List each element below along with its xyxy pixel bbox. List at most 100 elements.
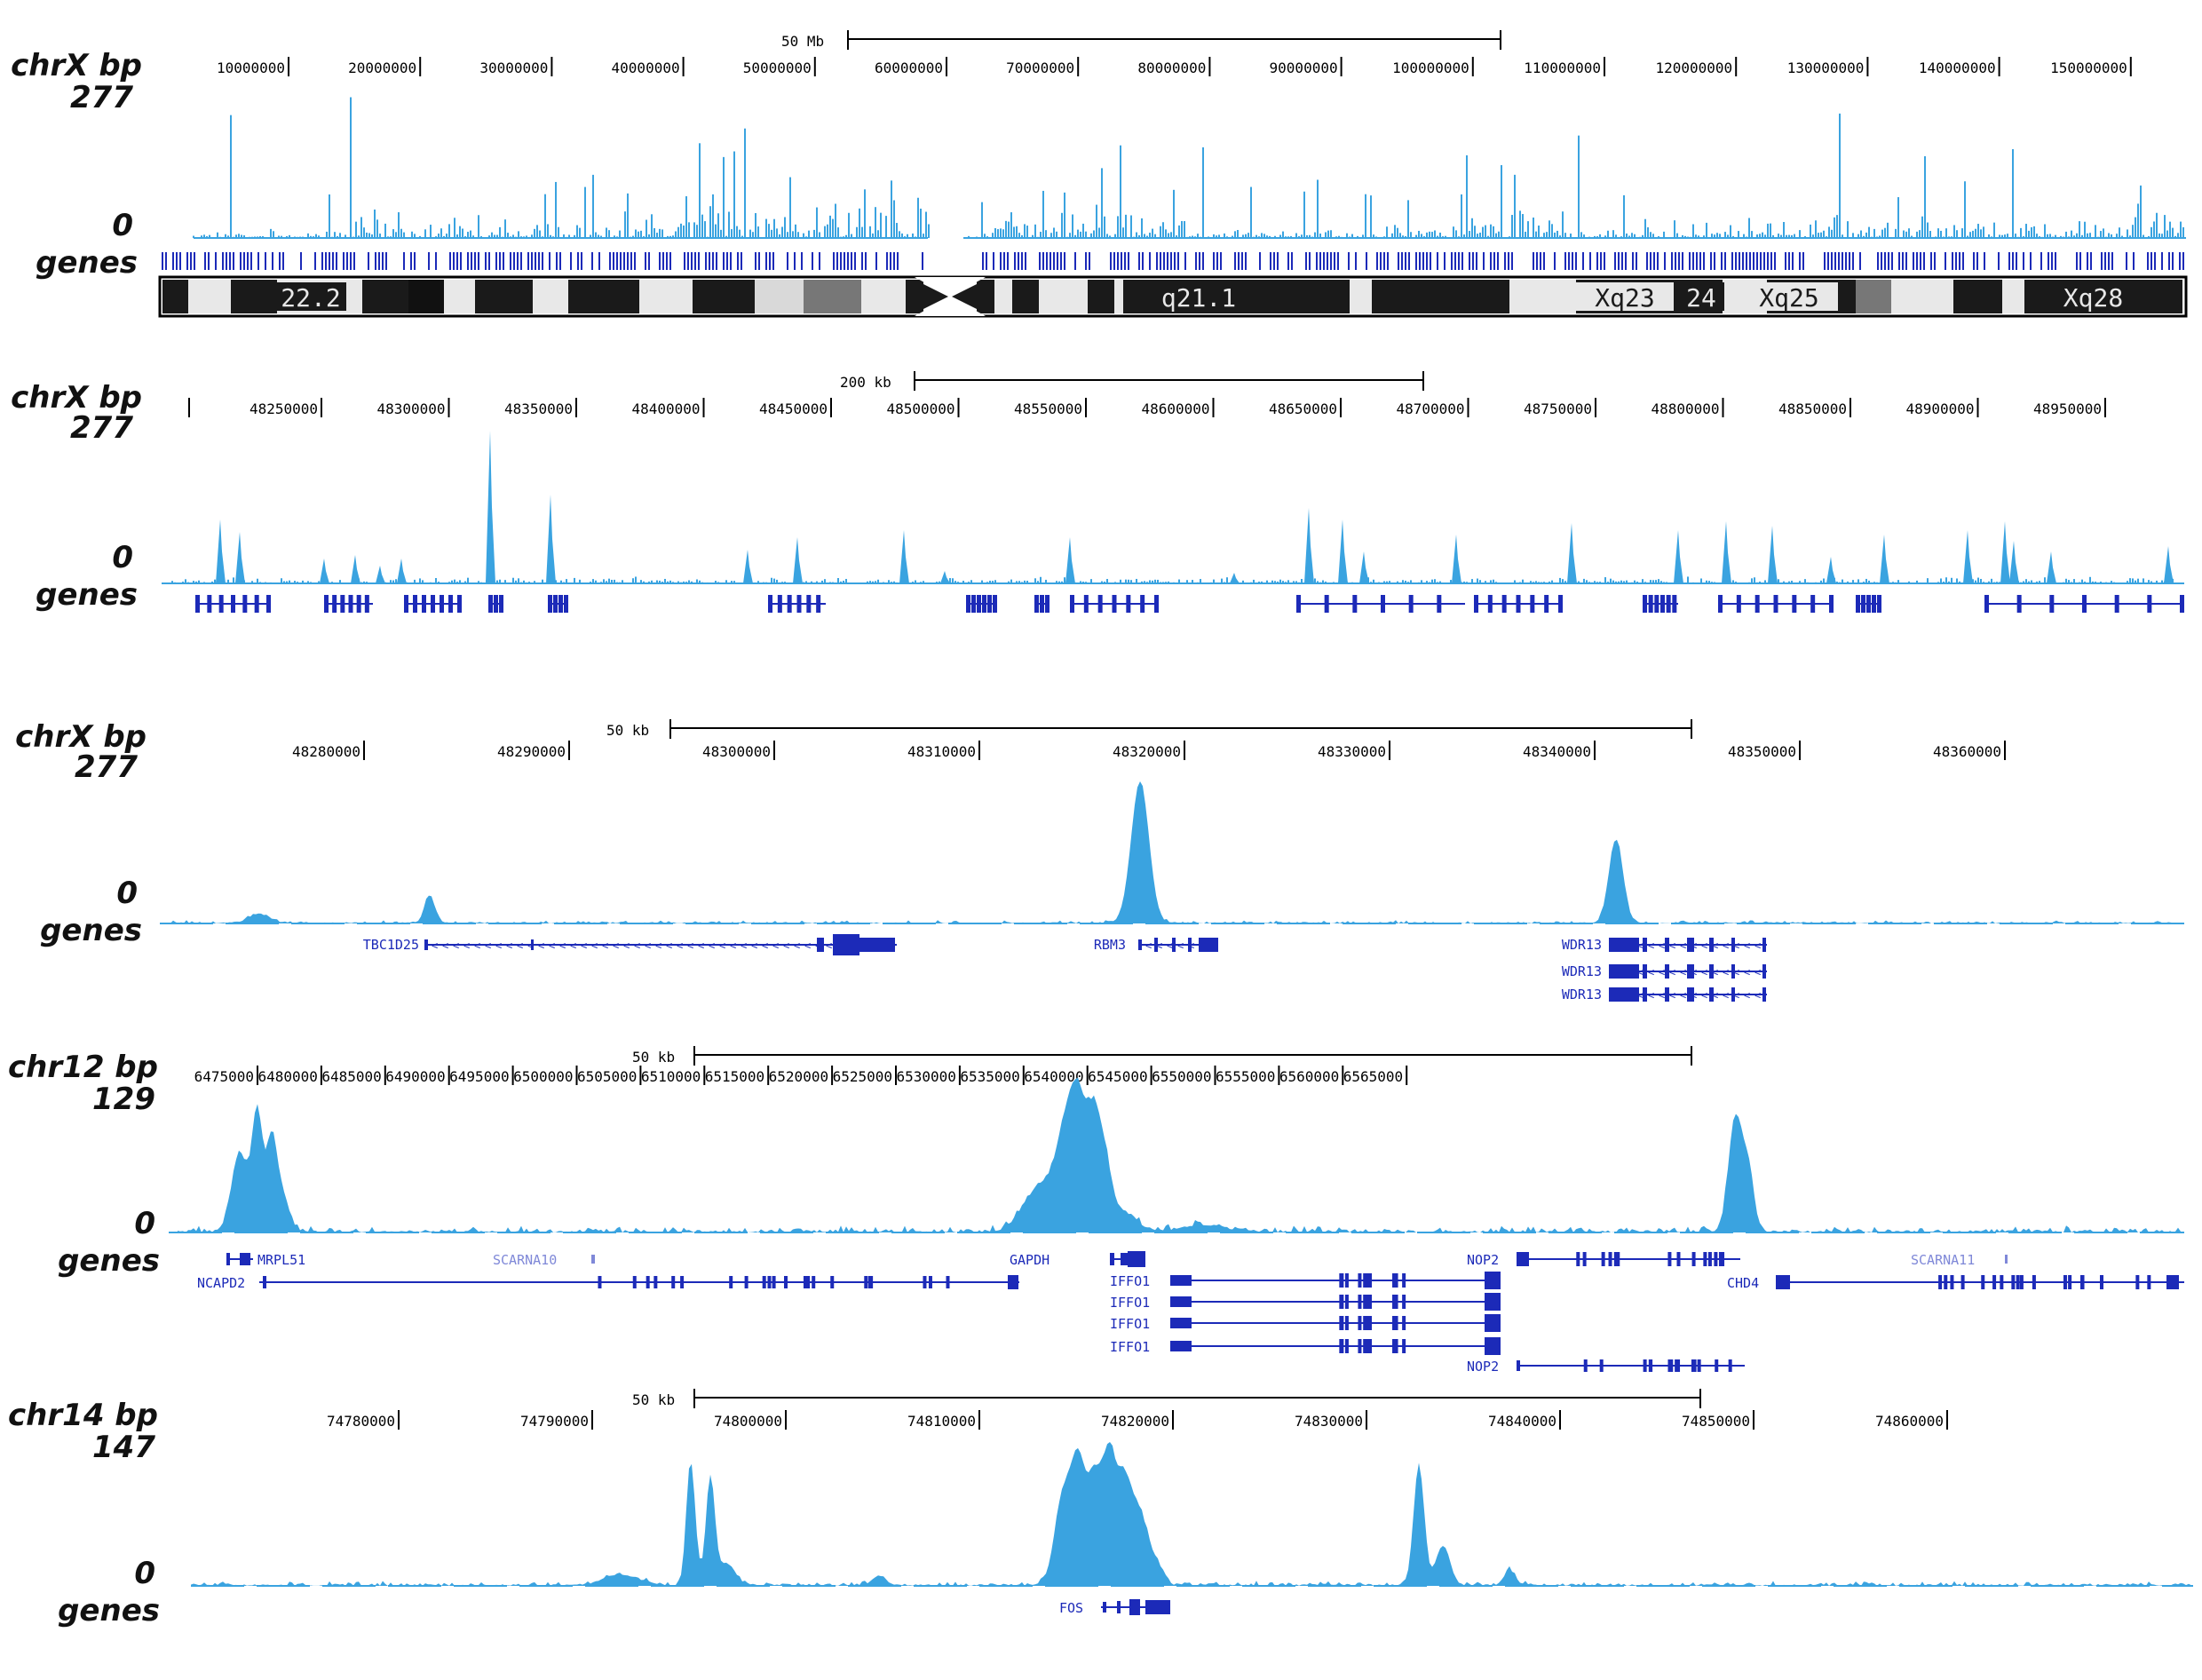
strand-arrow: < (1637, 966, 1644, 979)
gene-mark (1046, 252, 1048, 270)
tick-label: 48500000 (886, 400, 954, 417)
gene-label: IFFO1 (1110, 1316, 1150, 1332)
gene-mark (1128, 252, 1129, 270)
gene-mark (332, 252, 334, 270)
gene-exon (1687, 964, 1694, 979)
gene-mark (460, 252, 462, 270)
gene-exon (1344, 1339, 1349, 1353)
gene-mark (1213, 252, 1215, 270)
gene-exon (2063, 1275, 2067, 1289)
gene-mark (375, 252, 376, 270)
gene-mark (1962, 252, 1964, 270)
gene-mark (1167, 252, 1168, 270)
gene-mark (1554, 252, 1556, 270)
gene-exon (2147, 1275, 2151, 1289)
band-label-bg (1678, 282, 1724, 311)
gene-exon (1339, 1273, 1343, 1288)
gene-exon (1718, 595, 1723, 613)
strand-arrow: < (1754, 966, 1761, 979)
gene-exon (1517, 1360, 1520, 1371)
ideogram-band (533, 280, 568, 313)
ideogram-band (994, 280, 1012, 313)
gene-mark (2104, 252, 2106, 270)
gene-mark (1025, 252, 1026, 270)
max-label: 147 (92, 1430, 155, 1465)
gene-mark (1888, 252, 1889, 270)
gene-exon (1703, 1252, 1707, 1266)
gene-exon (1344, 1316, 1349, 1330)
gene-mark (1493, 252, 1495, 270)
max-label: 129 (92, 1082, 155, 1117)
gene-mark (1533, 252, 1534, 270)
tick-label: 48350000 (504, 400, 573, 417)
gene-mark (1735, 252, 1737, 270)
gene-mark (851, 252, 852, 270)
gene-mark (875, 252, 877, 270)
strand-arrow: < (1712, 939, 1718, 952)
tick-label: 48800000 (1651, 400, 1719, 417)
gene-mark (1160, 252, 1161, 270)
gene-exon (1170, 1275, 1192, 1286)
strand-arrow: < (1712, 966, 1718, 979)
gene-exon (1609, 964, 1639, 979)
gene-mark (1149, 252, 1151, 270)
gene-exon (1358, 1316, 1362, 1330)
gene-mark (897, 252, 899, 270)
gene-exon (1363, 1295, 1367, 1309)
gene-mark (549, 252, 550, 270)
gene-mark (1543, 252, 1545, 270)
gene-exon (1944, 1275, 1948, 1289)
gene-mark (368, 252, 369, 270)
gene-mark (982, 252, 984, 270)
band-label: q21.1 (1161, 283, 1236, 313)
gene-mark (890, 252, 891, 270)
max-label: 277 (75, 749, 138, 785)
tick-label: 48600000 (1141, 400, 1209, 417)
gene-exon (1558, 595, 1563, 613)
gene-mark (844, 252, 845, 270)
gene-exon (1601, 1252, 1605, 1266)
gene-mark (1916, 252, 1918, 270)
gene-exon (993, 595, 997, 613)
gene-mark (1625, 252, 1627, 270)
gene-exon (195, 595, 200, 613)
gene-exon (1643, 938, 1647, 952)
gene-mark (623, 252, 625, 270)
tick-label: 100000000 (1392, 59, 1469, 76)
gene-mark (2030, 252, 2032, 270)
gene-mark (510, 252, 511, 270)
gene-mark (1018, 252, 1019, 270)
gene-mark (2111, 252, 2113, 270)
gene-exon (591, 1255, 595, 1264)
scale-bar-label: 200 kb (840, 374, 891, 391)
ideogram-band (188, 280, 231, 313)
gene-mark (854, 252, 856, 270)
genome-panel-1: chrX bp 277 0 genes 50 Mb 10000000 200000… (0, 0, 2202, 337)
gene-mark (1753, 252, 1754, 270)
band-label: Xq28 (2063, 283, 2123, 313)
gene-exon (680, 1276, 685, 1288)
gene-mark (1696, 252, 1698, 270)
tick-label: 6540000 (1024, 1068, 1083, 1085)
gene-exon (768, 595, 772, 613)
gene-exon (1643, 964, 1647, 979)
tick-label: 48650000 (1269, 400, 1337, 417)
gene-mark (1163, 252, 1165, 270)
strand-arrow: < (1669, 966, 1675, 979)
gene-mark (1714, 252, 1715, 270)
ideogram-band (693, 280, 755, 313)
gene-mark (1582, 252, 1584, 270)
gene-exon (1530, 595, 1535, 613)
gene-mark (1039, 252, 1041, 270)
tick-label: 6495000 (449, 1068, 509, 1085)
gene-mark (886, 252, 888, 270)
gene-exon (1344, 1273, 1349, 1288)
signal-peak (940, 571, 950, 583)
gene-exon (729, 1276, 733, 1288)
strand-arrow: < (741, 939, 747, 952)
scale-bar-label: 50 kb (632, 1049, 675, 1066)
gene-mark (556, 252, 558, 270)
gene-exon (457, 595, 462, 613)
gene-mark (194, 252, 195, 270)
gene-mark (2172, 252, 2174, 270)
